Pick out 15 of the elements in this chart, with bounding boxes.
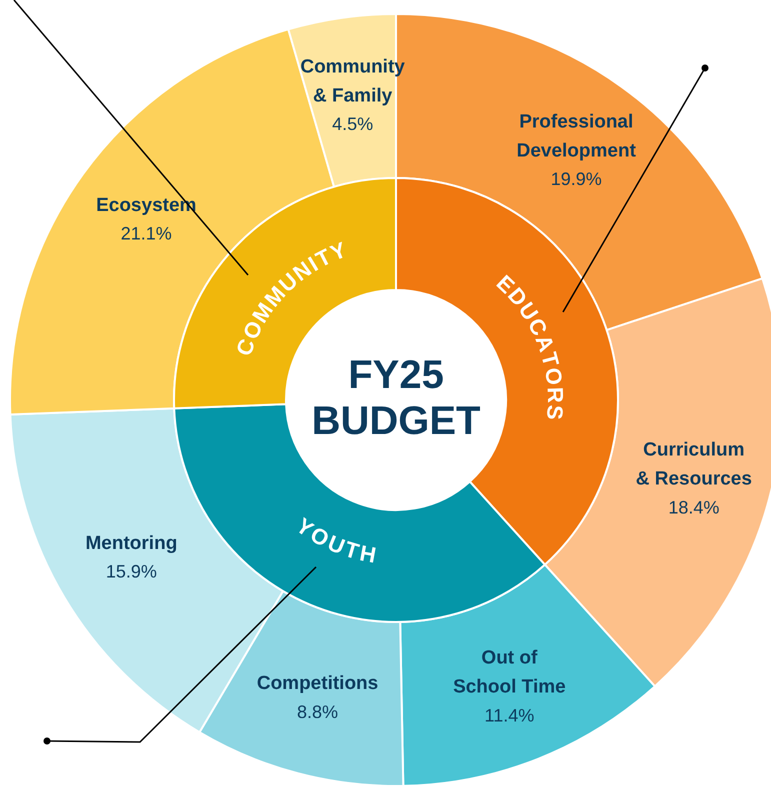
data-label: 21.1%	[120, 224, 172, 244]
slice-label: YOUTH	[292, 512, 378, 568]
slice-label: Community & Family	[300, 56, 406, 106]
data-label: 4.5%	[332, 114, 374, 134]
slice-label: Mentoring	[85, 532, 178, 554]
data-label: 11.4%	[484, 705, 534, 726]
data-label: 15.9%	[106, 562, 157, 582]
slice-label: Curriculum & Resources	[636, 440, 752, 490]
data-label: 8.8%	[297, 702, 338, 722]
slice-label: Out of School Time	[453, 648, 566, 698]
data-label: 18.4%	[668, 497, 720, 518]
slice-label: Competitions	[256, 673, 378, 694]
category-label: EDUCATORS	[492, 270, 568, 421]
data-label: 19.9%	[550, 169, 602, 190]
slice-label: Professional Development	[516, 111, 637, 162]
